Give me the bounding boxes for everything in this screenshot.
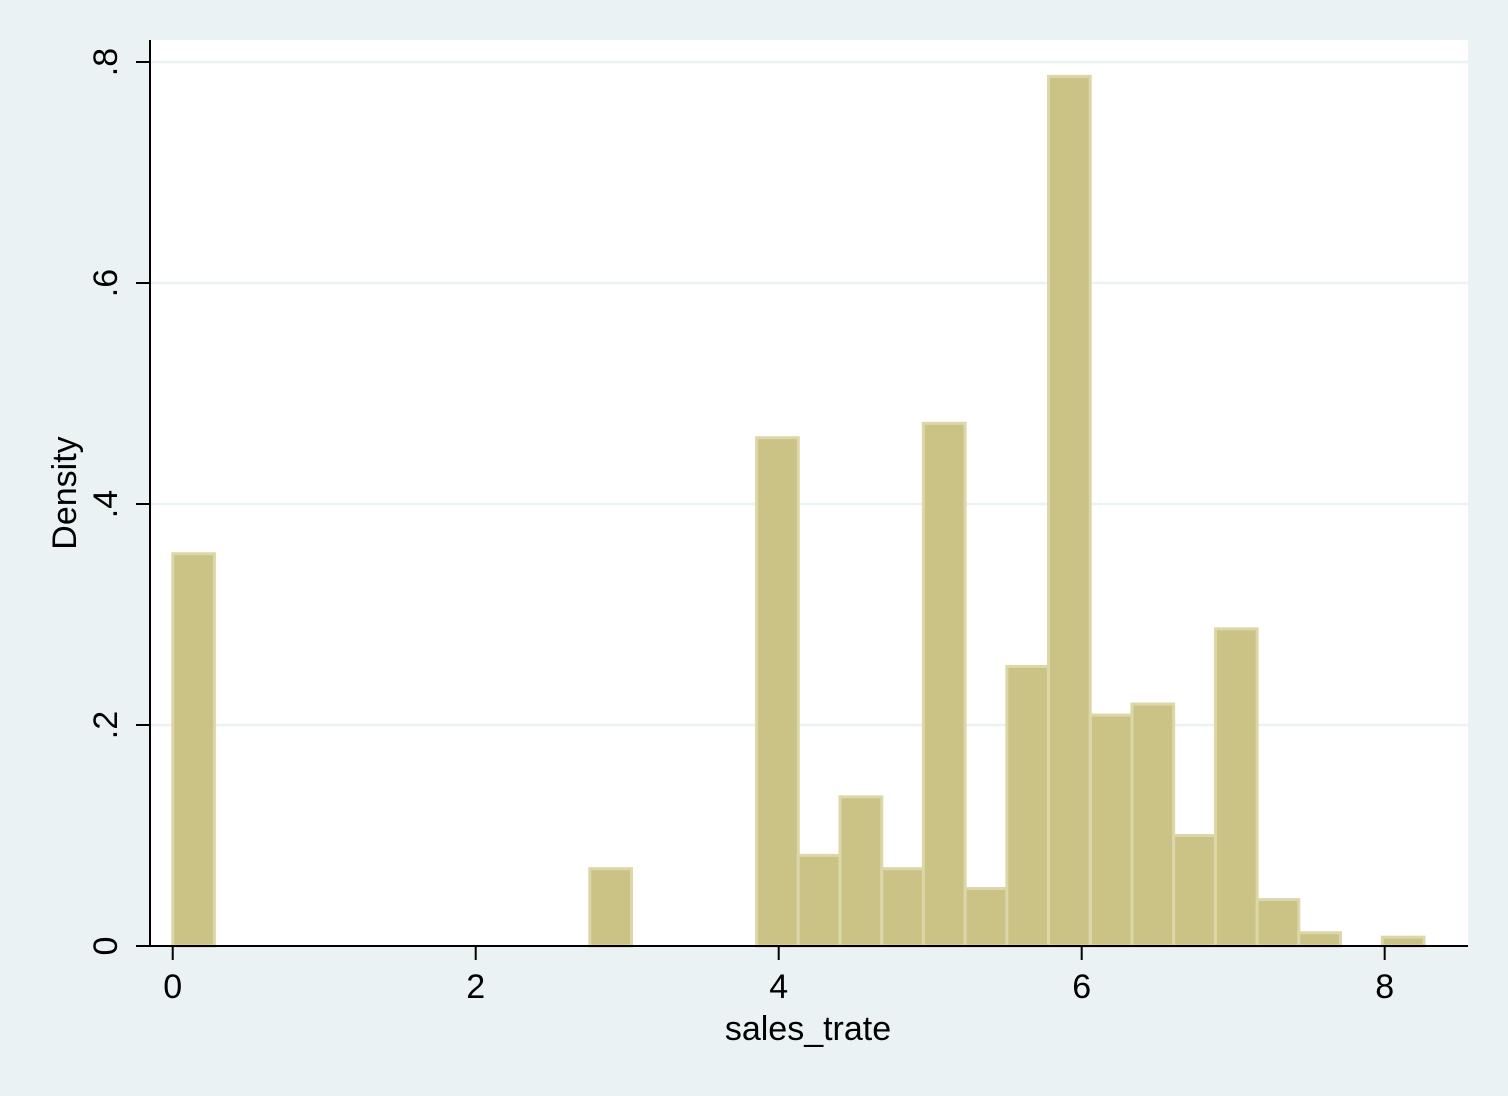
- histogram-bar: [588, 867, 633, 948]
- histogram-bar: [1297, 931, 1342, 948]
- x-tick-label: 6: [1072, 968, 1091, 1006]
- x-tick-label: 4: [769, 968, 788, 1006]
- histogram-bar: [1047, 74, 1092, 948]
- histogram-bar: [1380, 935, 1426, 948]
- y-tick-label: .8: [87, 48, 125, 76]
- plot-area: [150, 40, 1468, 946]
- x-axis-title: sales_trate: [725, 1010, 891, 1048]
- x-tick-label: 2: [466, 968, 485, 1006]
- x-tick-label: 8: [1375, 968, 1394, 1006]
- y-tick-label: .4: [87, 490, 125, 518]
- histogram-bar: [1005, 664, 1051, 948]
- histogram-bar: [880, 867, 925, 948]
- histogram-bar: [1213, 627, 1259, 948]
- y-axis-title: Density: [46, 436, 84, 549]
- histogram-bar: [796, 853, 842, 948]
- y-tick-label: .6: [87, 269, 125, 297]
- histogram-bar: [755, 436, 800, 948]
- histogram-bar: [963, 887, 1009, 948]
- histogram-bar: [1088, 713, 1134, 948]
- histogram-bar: [171, 552, 216, 948]
- y-tick-label: 0: [87, 937, 125, 956]
- histogram-bar: [838, 795, 884, 948]
- histogram-bar: [1130, 702, 1176, 948]
- histogram-bar: [1255, 898, 1301, 948]
- x-tick-label: 0: [163, 968, 182, 1006]
- y-tick-label: .2: [87, 711, 125, 739]
- histogram-bar: [1172, 834, 1217, 948]
- axes: 0 2 4 6 8 0 .2 .4 .6 .8: [87, 40, 1468, 1006]
- histogram-bars: [171, 74, 1426, 948]
- histogram-bar: [921, 421, 967, 948]
